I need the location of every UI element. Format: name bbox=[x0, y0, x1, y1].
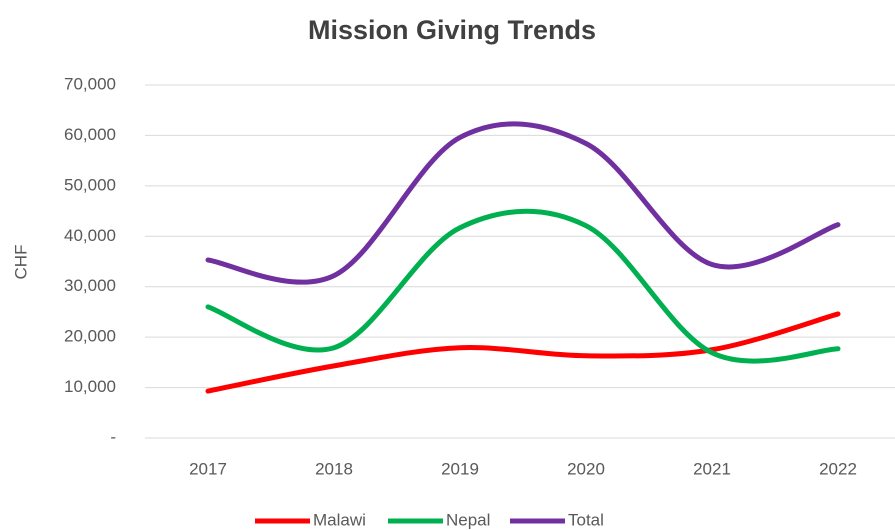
y-tick-label: 30,000 bbox=[64, 276, 116, 295]
y-tick-label: 70,000 bbox=[64, 74, 116, 93]
y-axis-label: CHF bbox=[11, 245, 30, 280]
x-tick-label: 2021 bbox=[693, 459, 731, 478]
x-tick-label: 2017 bbox=[189, 459, 227, 478]
x-tick-label: 2019 bbox=[441, 459, 479, 478]
line-series bbox=[205, 121, 841, 285]
y-tick-label: 10,000 bbox=[64, 377, 116, 396]
legend-label: Total bbox=[568, 510, 604, 529]
x-tick-label: 2022 bbox=[819, 459, 857, 478]
x-tick-label: 2020 bbox=[567, 459, 605, 478]
y-tick-label: - bbox=[110, 427, 116, 446]
chart-title: Mission Giving Trends bbox=[308, 15, 596, 45]
line-series bbox=[205, 208, 841, 364]
y-tick-label: 40,000 bbox=[64, 226, 116, 245]
y-tick-label: 60,000 bbox=[64, 125, 116, 144]
y-tick-label: 50,000 bbox=[64, 175, 116, 194]
legend-label: Nepal bbox=[446, 510, 490, 529]
y-tick-label: 20,000 bbox=[64, 327, 116, 346]
line-series bbox=[205, 311, 841, 394]
legend-label: Malawi bbox=[313, 510, 366, 529]
x-tick-label: 2018 bbox=[315, 459, 353, 478]
